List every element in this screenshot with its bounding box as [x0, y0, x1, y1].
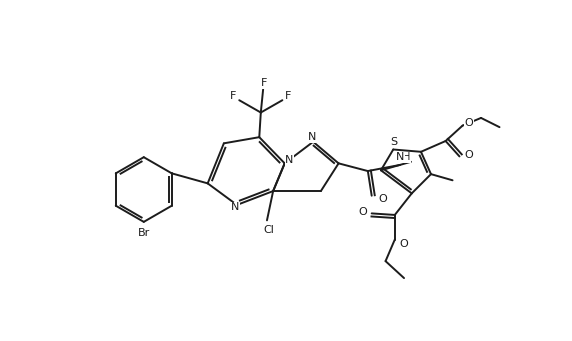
Text: O: O — [400, 239, 408, 249]
Text: O: O — [378, 194, 387, 204]
Text: N: N — [396, 152, 404, 162]
Text: O: O — [464, 150, 473, 160]
Text: N: N — [285, 155, 293, 165]
Text: H: H — [403, 152, 410, 162]
Text: F: F — [285, 91, 292, 101]
Text: S: S — [391, 137, 398, 147]
Text: F: F — [261, 78, 267, 88]
Text: Br: Br — [138, 228, 150, 238]
Text: Cl: Cl — [263, 225, 274, 235]
Text: N: N — [231, 202, 240, 212]
Text: N: N — [307, 132, 316, 142]
Text: O: O — [464, 118, 473, 128]
Text: O: O — [358, 207, 367, 217]
Text: F: F — [230, 91, 236, 101]
